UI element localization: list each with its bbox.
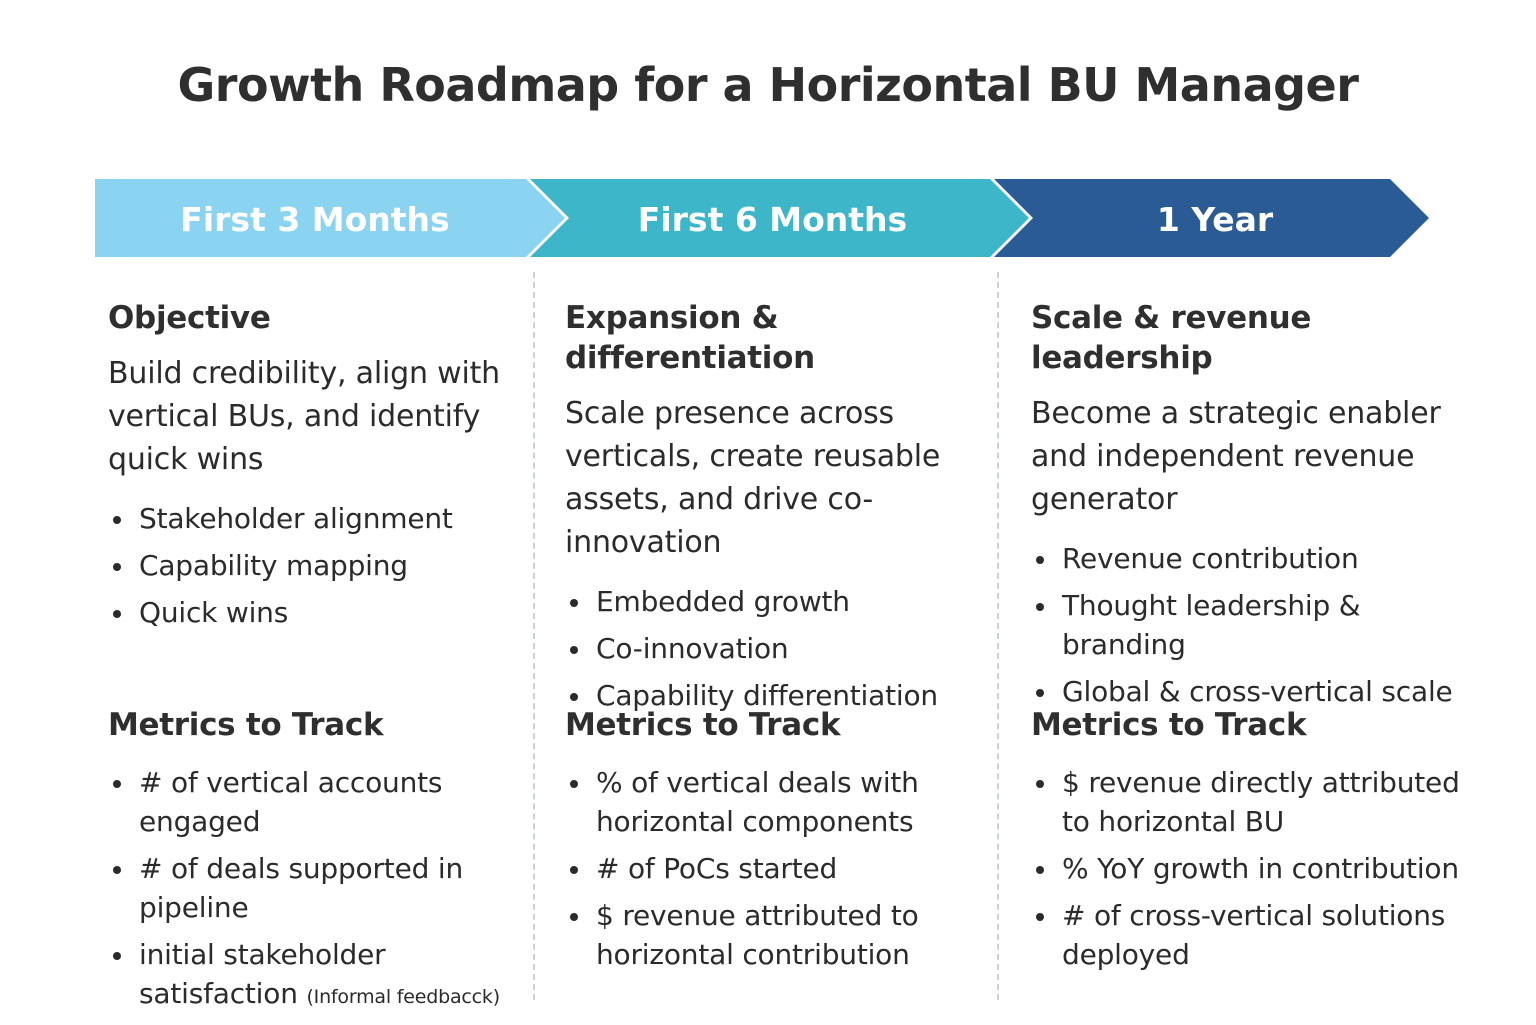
phase-2-metrics: Metrics to Track % of vertical deals wit… bbox=[565, 705, 985, 982]
list-item: % YoY growth in contribution bbox=[1031, 849, 1471, 888]
phase-1-focus-list: Stakeholder alignment Capability mapping… bbox=[108, 499, 518, 632]
phase-1-column: Objective Build credibility, align with … bbox=[108, 298, 518, 640]
phase-1-heading: Objective bbox=[108, 300, 271, 336]
list-item: Stakeholder alignment bbox=[108, 499, 518, 538]
list-item: Capability differentiation bbox=[565, 676, 985, 715]
phase-3-metrics-list: $ revenue directly attributed to horizon… bbox=[1031, 763, 1471, 974]
phase-1-metrics-list: # of vertical accounts engaged # of deal… bbox=[108, 763, 523, 1017]
list-item: # of PoCs started bbox=[565, 849, 985, 888]
phase-3-column: Scale & revenue leadership Become a stra… bbox=[1031, 298, 1471, 719]
phase-3-metrics-heading: Metrics to Track bbox=[1031, 707, 1307, 743]
phase-2-metrics-list: % of vertical deals with horizontal comp… bbox=[565, 763, 985, 974]
phase-1-description: Build credibility, align with vertical B… bbox=[108, 356, 500, 477]
phase-3-description: Become a strategic enabler and independe… bbox=[1031, 396, 1441, 517]
list-item: $ revenue directly attributed to horizon… bbox=[1031, 763, 1471, 841]
phase-3-focus-list: Revenue contribution Thought leadership … bbox=[1031, 539, 1471, 711]
list-item: Co-innovation bbox=[565, 629, 985, 668]
list-item: Thought leadership & branding bbox=[1031, 586, 1471, 664]
column-divider-1 bbox=[533, 272, 535, 1000]
phase-label-first-3-months: First 3 Months bbox=[180, 200, 450, 239]
phase-1-metrics-heading: Metrics to Track bbox=[108, 707, 384, 743]
list-item: # of vertical accounts engaged bbox=[108, 763, 523, 841]
list-item: Capability mapping bbox=[108, 546, 518, 585]
phase-1-metrics: Metrics to Track # of vertical accounts … bbox=[108, 705, 523, 1025]
list-item: Global & cross-vertical scale bbox=[1031, 672, 1471, 711]
list-item: Revenue contribution bbox=[1031, 539, 1471, 578]
metric-text: initial stakeholder satisfaction bbox=[139, 938, 386, 1010]
list-item: # of deals supported in pipeline bbox=[108, 849, 523, 927]
metric-note: (Informal feedbacck) bbox=[306, 986, 500, 1008]
phase-3-metrics: Metrics to Track $ revenue directly attr… bbox=[1031, 705, 1471, 982]
list-item: initial stakeholder satisfaction (Inform… bbox=[108, 935, 523, 1017]
phase-label-first-6-months: First 6 Months bbox=[637, 200, 908, 239]
phase-2-description: Scale presence across verticals, create … bbox=[565, 396, 941, 560]
list-item: $ revenue attributed to horizontal contr… bbox=[565, 896, 985, 974]
list-item: # of cross-vertical solutions deployed bbox=[1031, 896, 1471, 974]
column-divider-2 bbox=[997, 272, 999, 1000]
list-item: % of vertical deals with horizontal comp… bbox=[565, 763, 985, 841]
list-item: Quick wins bbox=[108, 593, 518, 632]
list-item: Embedded growth bbox=[565, 582, 985, 621]
phase-label-1-year: 1 Year bbox=[1156, 200, 1274, 239]
phase-2-metrics-heading: Metrics to Track bbox=[565, 707, 841, 743]
page-title: Growth Roadmap for a Horizontal BU Manag… bbox=[177, 58, 1359, 112]
phase-2-focus-list: Embedded growth Co-innovation Capability… bbox=[565, 582, 985, 715]
phase-2-heading: Expansion & differentiation bbox=[565, 300, 815, 376]
phase-2-column: Expansion & differentiation Scale presen… bbox=[565, 298, 985, 723]
phase-3-heading: Scale & revenue leadership bbox=[1031, 300, 1312, 376]
